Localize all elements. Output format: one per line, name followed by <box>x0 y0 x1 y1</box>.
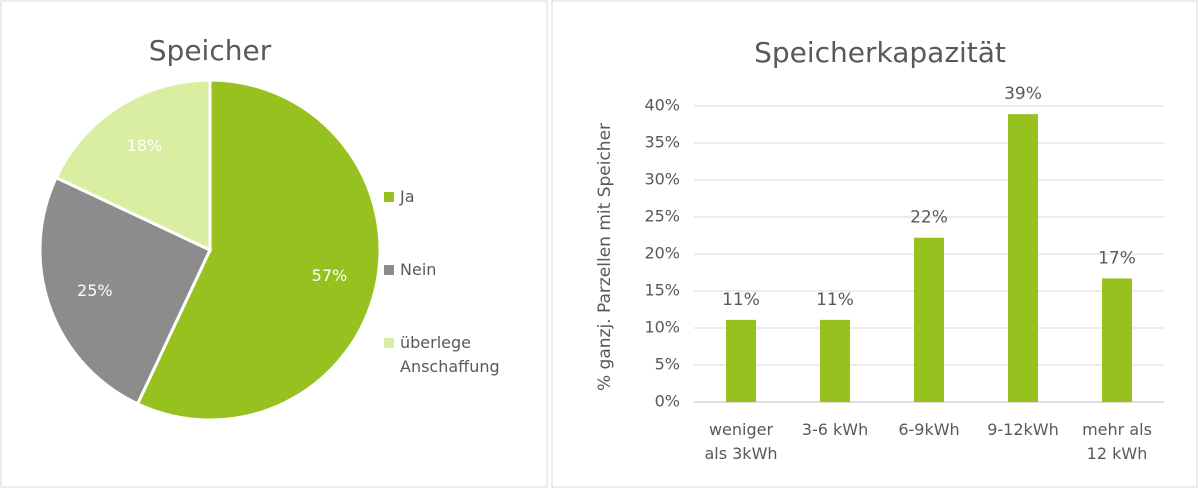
y-tick-label: 10% <box>644 318 680 337</box>
legend-swatch <box>384 192 394 202</box>
chart-title: Speicherkapazität <box>754 36 1006 69</box>
x-tick-label: 3-6 kWh <box>801 420 869 439</box>
legend-swatch <box>384 338 394 348</box>
data-label: 11% <box>816 290 854 310</box>
data-label: 18% <box>127 136 163 155</box>
legend-label: Ja <box>400 187 415 206</box>
x-tick-label: mehr als 12 kWh <box>1082 420 1152 463</box>
panel <box>551 0 1198 488</box>
y-tick-label: 15% <box>644 281 680 300</box>
panel <box>0 0 548 488</box>
chart-title: Speicher <box>149 34 272 67</box>
bar <box>726 319 756 402</box>
x-tick-label: 9-12kWh <box>987 420 1059 439</box>
y-tick-label: 35% <box>644 133 680 152</box>
data-label: 57% <box>312 266 348 285</box>
x-tick-label: weniger als 3kWh <box>704 420 778 463</box>
bar <box>1008 114 1038 402</box>
data-label: 22% <box>910 208 948 228</box>
y-tick-label: 25% <box>644 207 680 226</box>
bar <box>820 319 850 402</box>
pie-slice <box>135 78 382 422</box>
y-tick-label: 0% <box>655 392 680 411</box>
y-tick-label: 20% <box>644 244 680 263</box>
legend-label: überlege Anschaffung <box>400 333 500 376</box>
data-label: 25% <box>77 281 113 300</box>
legend-swatch <box>384 265 394 275</box>
pie-slice <box>38 175 212 406</box>
y-axis-label: % ganzj. Parzellen mit Speicher <box>595 123 615 391</box>
y-tick-label: 5% <box>655 355 680 374</box>
data-label: 39% <box>1004 84 1042 104</box>
legend-label: Nein <box>400 260 437 279</box>
y-tick-label: 30% <box>644 170 680 189</box>
bar <box>914 237 944 402</box>
x-tick-label: 6-9kWh <box>898 420 960 439</box>
bar <box>1102 278 1132 402</box>
data-label: 17% <box>1098 248 1136 268</box>
pie-slice <box>54 78 212 253</box>
y-tick-label: 40% <box>644 96 680 115</box>
data-label: 11% <box>722 290 760 310</box>
